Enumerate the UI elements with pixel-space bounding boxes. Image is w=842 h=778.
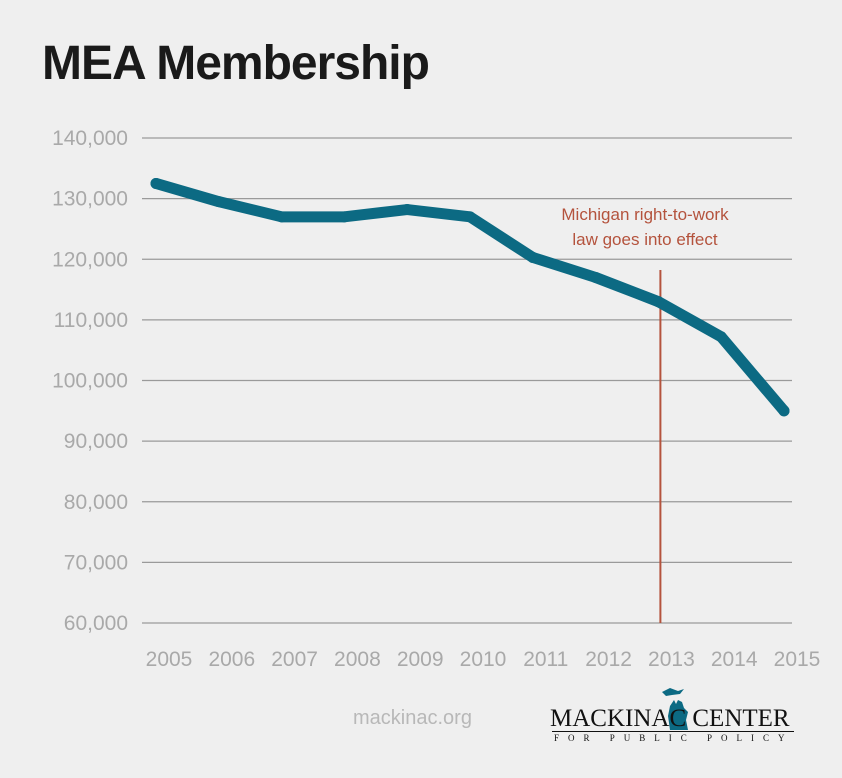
data-point — [213, 196, 225, 208]
x-tick-label: 2008 — [334, 648, 381, 671]
x-tick-label: 2014 — [711, 648, 758, 671]
y-tick-label: 70,000 — [64, 551, 128, 574]
x-tick-label: 2013 — [648, 648, 695, 671]
y-tick-label: 140,000 — [52, 127, 128, 150]
data-point — [778, 405, 790, 417]
michigan-map-icon — [662, 688, 688, 730]
y-axis-labels: 60,000 70,000 80,000 90,000 100,000 110,000 12… — [52, 127, 128, 635]
data-point — [715, 331, 727, 343]
y-tick-label: 90,000 — [64, 430, 128, 453]
data-point — [590, 271, 602, 283]
x-tick-label: 2015 — [774, 648, 821, 671]
gridlines — [142, 137, 792, 624]
footer-url[interactable]: mackinac.org — [353, 707, 472, 729]
annotation-line-text: Michigan right-to-work — [561, 205, 729, 224]
x-axis-labels: 2005 2006 2007 2008 2009 2010 2011 2012 2013 2014… — [146, 648, 821, 671]
logo-name: MACKINAC CENTER — [550, 705, 790, 732]
x-tick-label: 2005 — [146, 648, 193, 671]
data-point — [652, 296, 664, 308]
logo-rule — [552, 731, 794, 732]
data-point — [338, 211, 350, 223]
x-tick-label: 2010 — [460, 648, 507, 671]
data-point — [464, 211, 476, 223]
x-tick-label: 2006 — [208, 648, 255, 671]
line-chart: 60,000 70,000 80,000 90,000 100,000 110,000 12… — [52, 127, 821, 671]
data-points — [150, 177, 790, 417]
annotation-line-text: law goes into effect — [572, 230, 717, 249]
annotation-text: Michigan right-to-work law goes into effe… — [561, 205, 729, 249]
chart-title: MEA Membership — [42, 37, 430, 90]
x-tick-label: 2007 — [271, 648, 318, 671]
y-tick-label: 110,000 — [54, 309, 128, 332]
x-tick-label: 2009 — [397, 648, 444, 671]
y-tick-label: 100,000 — [52, 370, 128, 393]
x-tick-label: 2011 — [523, 648, 568, 671]
y-tick-label: 60,000 — [64, 612, 128, 635]
logo-tagline: FOR PUBLIC POLICY — [554, 733, 794, 743]
y-tick-label: 120,000 — [52, 248, 128, 271]
data-point — [527, 251, 539, 263]
y-tick-label: 130,000 — [52, 188, 128, 211]
y-tick-label: 80,000 — [64, 491, 128, 514]
data-point — [401, 204, 413, 216]
data-point — [150, 177, 162, 189]
x-tick-label: 2012 — [585, 648, 632, 671]
mackinac-center-logo: MACKINAC CENTER FOR PUBLIC POLICY — [548, 686, 796, 746]
data-point — [276, 211, 288, 223]
